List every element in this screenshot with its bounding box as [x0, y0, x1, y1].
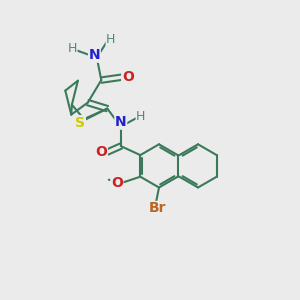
Text: N: N [115, 115, 127, 129]
Text: O: O [111, 176, 123, 190]
Text: S: S [75, 116, 85, 130]
Text: O: O [95, 145, 107, 159]
Text: N: N [88, 48, 100, 62]
Text: H: H [106, 33, 116, 46]
Text: H: H [68, 42, 77, 55]
Text: O: O [122, 70, 134, 84]
Text: H: H [136, 110, 146, 123]
Text: Br: Br [149, 202, 166, 215]
